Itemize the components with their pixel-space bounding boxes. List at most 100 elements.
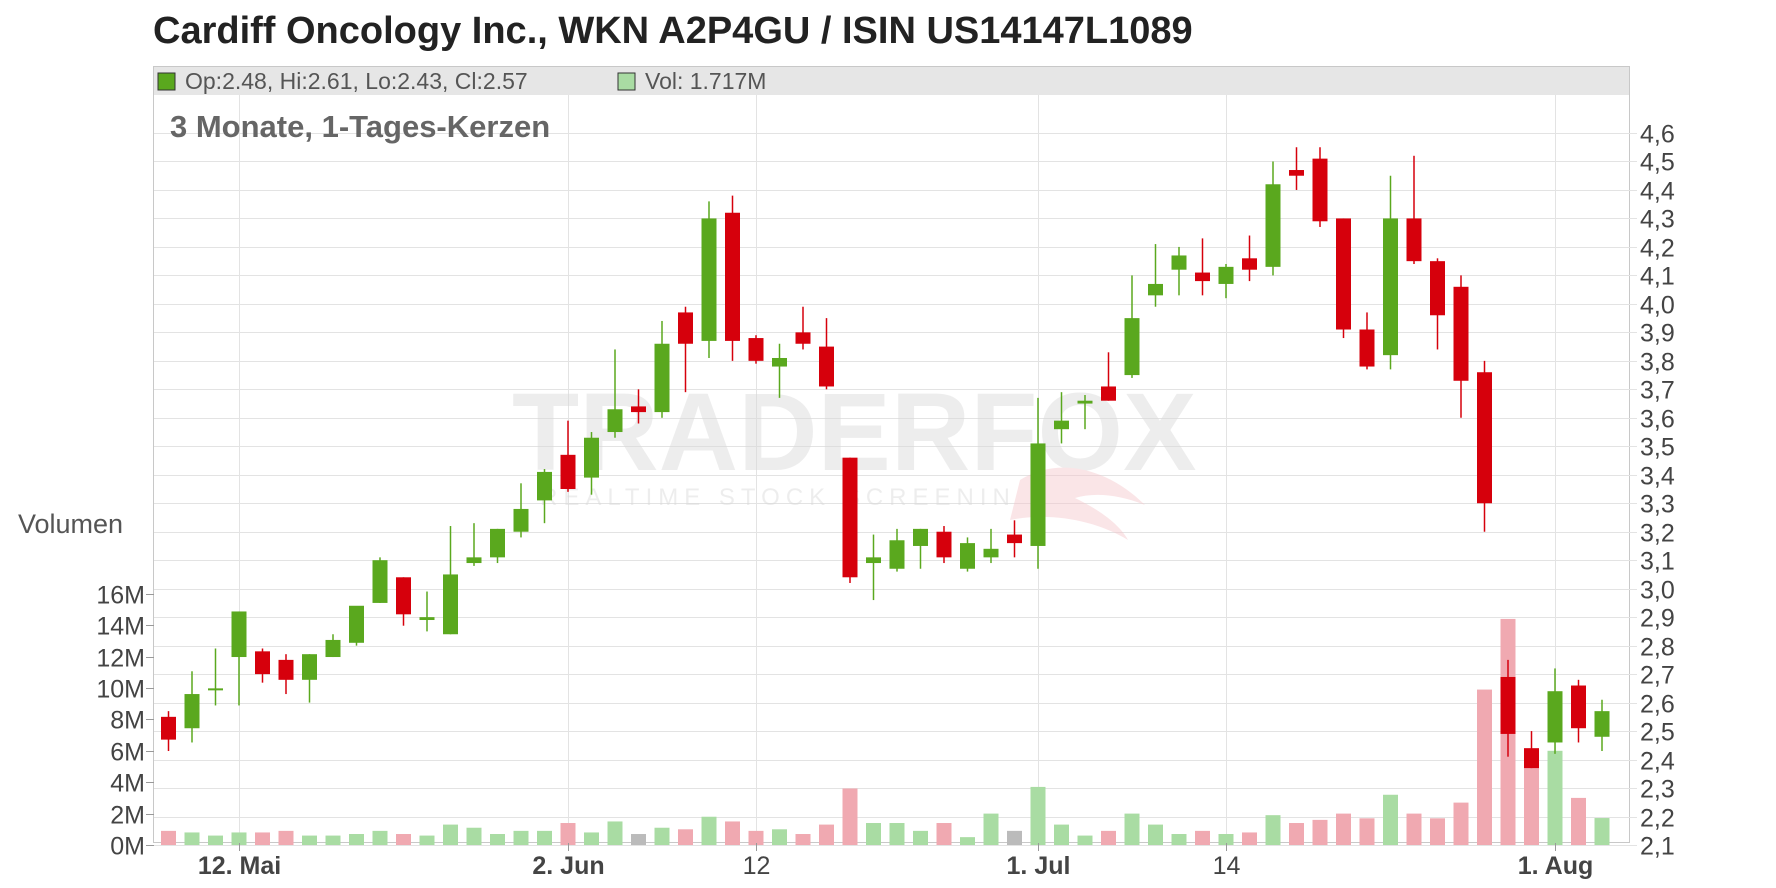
plot-frame [153,66,1630,843]
candle-body [1430,261,1445,316]
ohlc-legend-swatch [157,72,176,91]
candle-body [443,574,458,635]
volume-bar [983,813,999,845]
volume-bar [1101,830,1116,845]
price-tick-label: 4,5 [1640,149,1675,177]
volume-bar [1594,818,1610,845]
volume-bar [1524,749,1539,845]
page-title: Cardiff Oncology Inc., WKN A2P4GU / ISIN… [153,10,1193,52]
volume-bar [161,830,176,845]
price-tick-label: 3,8 [1640,349,1675,377]
price-tick-label: 4,3 [1640,206,1675,234]
candles [161,147,1610,769]
volume-bar [725,821,740,845]
candle-body [842,457,858,578]
volume-bar [184,832,200,845]
candle-body [372,560,388,603]
price-tick-label: 2,9 [1640,605,1675,633]
candle-body [1124,318,1140,376]
volume-bar [1007,830,1022,845]
volume-axis-label: Volumen [18,509,123,539]
volume-bar [1430,818,1445,845]
volume-bar [1077,835,1093,845]
x-tick-label: 1. Aug [1518,852,1593,880]
candle-body [1148,283,1163,296]
candle-body [1524,748,1539,769]
volume-axis: 0M 2M 4M 6M 8M 10M 12M 14M 16M [96,582,154,861]
x-tick-label: 12 [743,852,771,880]
volume-bar [607,821,623,845]
candle-body [161,716,176,740]
price-tick-label: 2,3 [1640,776,1675,804]
candle-body [208,688,223,691]
volume-tick-label: 2M [110,802,145,830]
candle-body [1007,534,1022,544]
watermark-tagline: REALTIME STOCK SCREENING [540,484,1041,511]
volume-bar [372,830,388,845]
candle-body [1359,329,1375,367]
candle-body [678,312,693,344]
x-tick-label: 14 [1213,852,1241,880]
price-tick-label: 3,1 [1640,548,1675,576]
candle-body [278,659,294,680]
volume-bar [1477,689,1492,845]
volume-bar [1171,834,1187,845]
candle-body [1594,711,1610,737]
candle-body [913,528,928,546]
volume-bar [302,835,317,845]
volume-tick-label: 14M [96,613,145,641]
volume-bar [1195,830,1210,845]
price-tick-label: 2,7 [1640,662,1675,690]
candle-body [1547,691,1563,743]
candle-body [889,540,905,569]
volume-bar [936,823,952,845]
candle-body [584,437,599,478]
candle-body [560,454,576,489]
volume-bar [913,830,928,845]
candle-body [654,343,670,413]
candle-body [1265,184,1281,267]
price-tick-label: 2,4 [1640,748,1675,776]
volume-bar [1289,823,1304,845]
volume-bar [842,788,858,845]
volume-tick-label: 0M [110,833,145,861]
candle-body [1477,372,1492,504]
price-tick-label: 2,6 [1640,691,1675,719]
price-tick-label: 2,2 [1640,805,1675,833]
volume-bar [701,816,717,845]
candle-body [1453,286,1469,381]
volume-bar [1383,794,1398,845]
candle-body [1242,258,1257,270]
candle-body [1077,400,1093,404]
candle-body [1171,255,1187,270]
candle-body [1289,170,1304,176]
candle-body [255,651,270,675]
price-tick-label: 4,1 [1640,263,1675,291]
candle-body [960,543,975,569]
volume-legend-label: Vol: 1.717M [645,68,766,94]
x-axis: 12. Mai 2. Jun 12 1. Jul 14 1. Aug [198,843,1593,880]
volume-bar [255,832,270,845]
volume-bar [1030,786,1046,845]
ohlc-legend-label: Op:2.48, Hi:2.61, Lo:2.43, Cl:2.57 [185,68,528,94]
volume-bar [490,834,505,845]
volume-bar [1571,797,1586,845]
candle-body [325,639,341,658]
volume-bar [466,827,482,845]
volume-bar [349,834,364,845]
candle-body [748,338,764,361]
candle-body [1312,158,1328,222]
volume-bar [208,835,223,845]
x-tick-label: 1. Jul [1007,852,1071,880]
candle-body [936,531,952,558]
price-tick-label: 3,9 [1640,320,1675,348]
price-tick-label: 4,2 [1640,235,1675,263]
candle-body [419,617,435,621]
volume-bar [1359,818,1375,845]
volume-bar [1242,832,1257,845]
volume-bar [231,832,247,845]
candle-body [349,605,364,643]
chart-subtitle: 3 Monate, 1-Tages-Kerzen [170,109,550,144]
volume-bar [1124,813,1140,845]
